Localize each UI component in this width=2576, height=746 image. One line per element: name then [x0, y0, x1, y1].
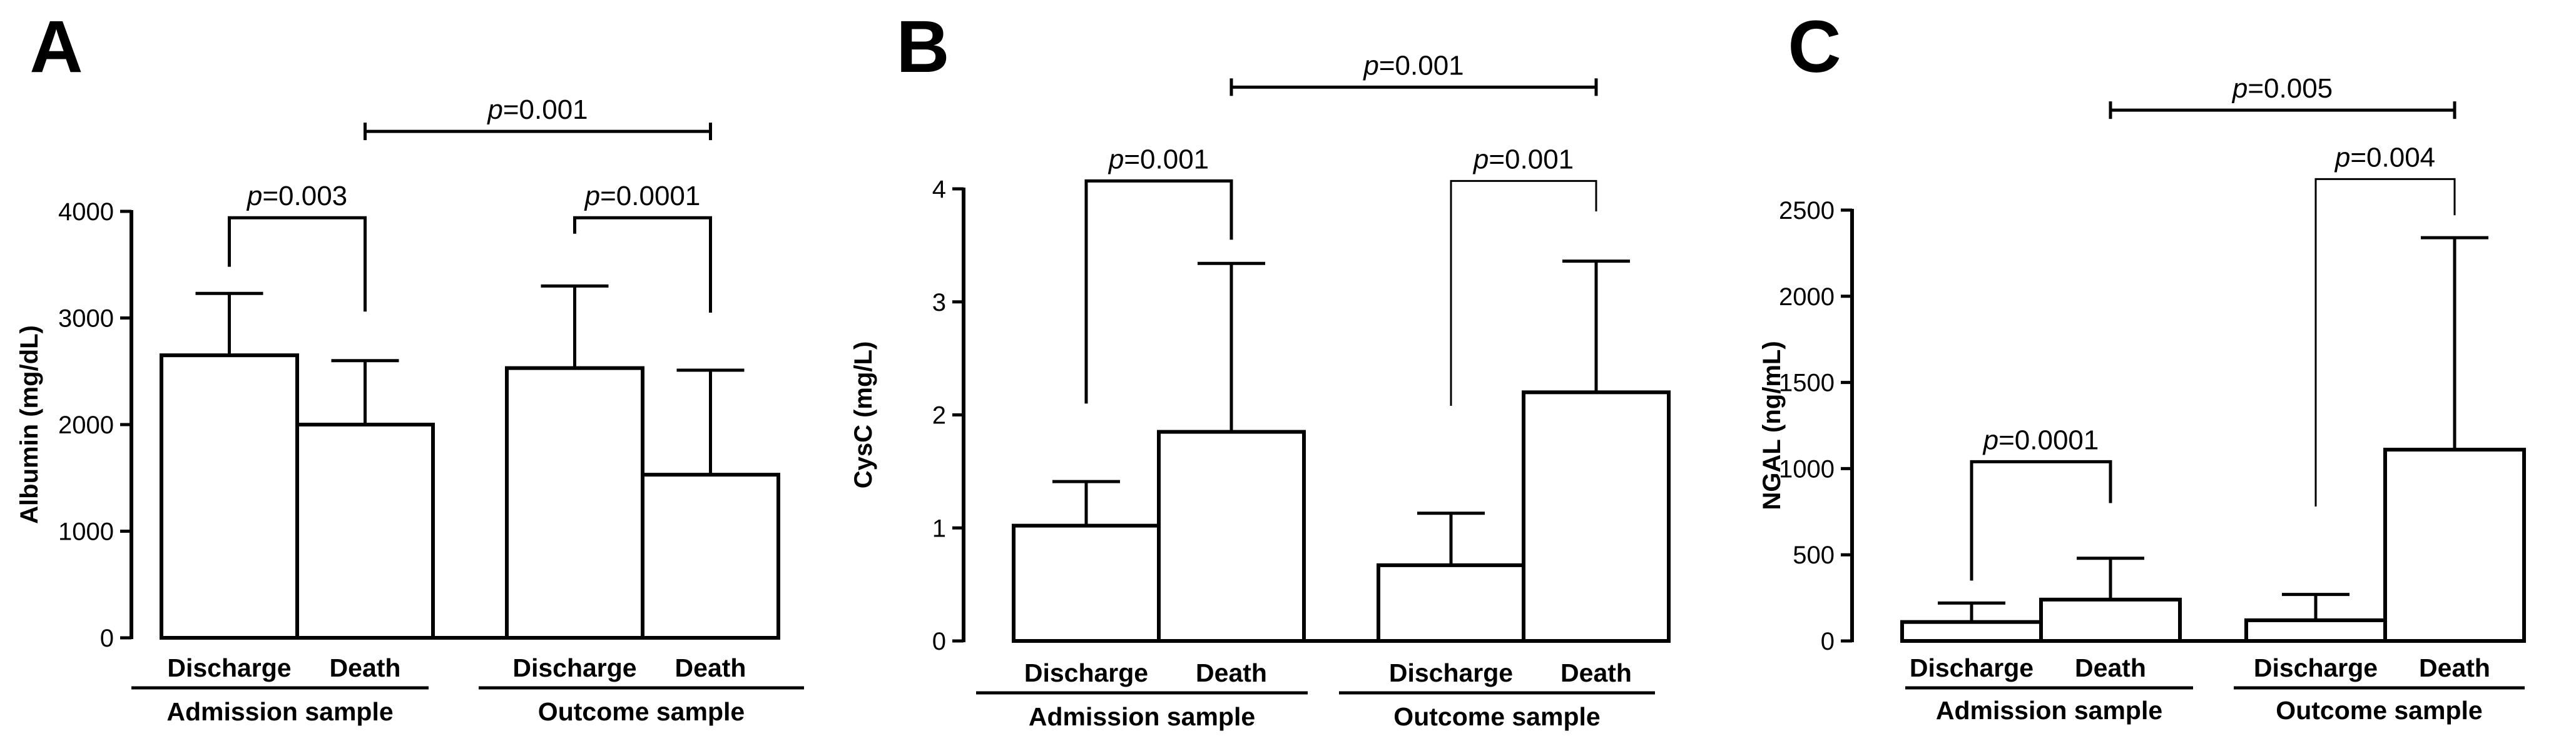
panel-a-category-label: Discharge	[167, 653, 291, 682]
panel-a-bracket-line	[228, 216, 367, 312]
panel-c-group-label: Outcome sample	[2276, 696, 2482, 725]
panel-b-y-tick-label: 1	[932, 515, 946, 542]
panel-c-bracket-line	[2314, 178, 2456, 507]
panel-b-p-symbol: p	[1107, 144, 1124, 174]
panel-b-bar	[1377, 563, 1525, 643]
panel-c-y-tick-label: 1500	[1779, 370, 1835, 397]
panel-c-y-tick-label: 0	[1821, 628, 1835, 655]
panel-a-y-tick-label: 1000	[58, 518, 114, 546]
panel-a-p-value: p=0.0001	[584, 181, 701, 211]
panel-c-bar	[2383, 448, 2526, 643]
panel-b-bracket-line	[1084, 179, 1233, 404]
panel-a-p-number: =0.003	[262, 181, 347, 211]
panel-c-y-tick-label: 1000	[1779, 455, 1835, 483]
panel-a-p-symbol: p	[584, 181, 600, 211]
panel-c-y-tick-label: 2000	[1779, 283, 1835, 311]
panel-b-p-value: p=0.001	[1362, 50, 1464, 81]
panel-b-y-tick-label: 2	[932, 402, 946, 430]
panel-a-p-symbol: p	[246, 181, 262, 211]
panel-c-y-label: NGAL (ng/mL)	[1758, 341, 1786, 510]
panel-b-p-number: =0.001	[1379, 50, 1464, 81]
panel-b-p-value: p=0.001	[1107, 144, 1209, 174]
panel-a-bar	[295, 423, 435, 640]
panel-b-y-tick-label: 3	[932, 289, 946, 316]
panel-b-bracket-line	[1450, 179, 1597, 406]
panel-b-bar	[1012, 523, 1161, 643]
panel-c-p-symbol: p	[2334, 142, 2350, 173]
panel-c-category-label: Discharge	[1910, 653, 2034, 682]
panel-b-category-label: Discharge	[1389, 658, 1513, 687]
panel-c-category-label: Death	[2075, 653, 2146, 682]
panel-a-bar	[505, 366, 644, 640]
panel-b-p-number: =0.001	[1489, 144, 1574, 174]
panel-c-p-value: p=0.0001	[1982, 425, 2099, 455]
panel-c-bar	[2039, 597, 2182, 643]
panel-b-category-label: Discharge	[1024, 658, 1148, 687]
panel-c-bar	[2244, 618, 2387, 643]
panel-a-bar	[160, 353, 299, 640]
panel-b-bar	[1157, 430, 1306, 643]
panel-a-bar	[641, 473, 780, 640]
panel-b: B 0 1 2 3 4 CysC (mg/L) Discharge Death Discharge…	[850, 6, 1671, 731]
panel-c-bracket-line	[1970, 460, 2112, 581]
panel-a-y-tick-label: 2000	[58, 411, 114, 439]
panel-c-p-number: =0.005	[2248, 73, 2333, 104]
panel-a-category-label: Discharge	[512, 653, 636, 682]
panel-a-p-number: =0.0001	[600, 181, 700, 211]
panel-c-bar	[1900, 620, 2043, 643]
panel-b-letter: B	[896, 6, 949, 88]
panel-a-group-label: Admission sample	[166, 697, 393, 726]
panel-c-category-label: Discharge	[2254, 653, 2378, 682]
panel-b-y-label: CysC (mg/L)	[850, 341, 877, 489]
panel-a-letter: A	[29, 6, 83, 88]
panel-c-letter: C	[1788, 6, 1841, 88]
panel-a-y-tick-label: 4000	[58, 198, 114, 226]
panel-a-bracket-line	[573, 216, 712, 313]
panel-c-p-number: =0.004	[2350, 142, 2435, 173]
panel-c-p-value: p=0.005	[2231, 73, 2333, 104]
panel-c-group-label: Admission sample	[1936, 696, 2162, 725]
panel-c-p-symbol: p	[2231, 73, 2248, 104]
panel-b-group-label: Outcome sample	[1393, 702, 1600, 731]
panel-a-y-label: Albumin (mg/dL)	[16, 325, 43, 524]
panel-a-p-value: p=0.001	[486, 94, 588, 125]
panel-b-y-tick-label: 0	[932, 628, 946, 655]
panel-a: A 0 1000 2000 3000 4000 Albumin (mg/dL) Dischar…	[16, 6, 804, 726]
panel-a-p-value: p=0.003	[246, 181, 347, 211]
panel-b-y-tick-label: 4	[932, 176, 946, 203]
panel-b-p-value: p=0.001	[1472, 144, 1574, 174]
panel-c-y-tick-label: 2500	[1779, 197, 1835, 224]
panel-a-y-tick-label: 3000	[58, 305, 114, 333]
panel-c-y-tick-label: 500	[1793, 542, 1835, 569]
panel-a-p-number: =0.001	[503, 94, 588, 125]
panel-a-p-symbol: p	[486, 94, 502, 125]
panel-b-p-symbol: p	[1362, 50, 1378, 81]
panel-b-category-label: Death	[1560, 658, 1632, 687]
panel-c-p-number: =0.0001	[1998, 425, 2099, 455]
panel-b-bar	[1522, 390, 1671, 643]
panel-c: C 0 500 1000 1500 2000 2500 NGAL (ng/mL) Dischar…	[1758, 6, 2526, 725]
panel-b-category-label: Death	[1196, 658, 1267, 687]
panel-a-group-label: Outcome sample	[538, 697, 745, 726]
panel-c-p-symbol: p	[1982, 425, 1998, 455]
panel-b-group-label: Admission sample	[1029, 702, 1255, 731]
panel-c-p-value: p=0.004	[2334, 142, 2435, 173]
panel-a-category-label: Death	[330, 653, 401, 682]
panel-b-p-symbol: p	[1472, 144, 1489, 174]
panel-c-category-label: Death	[2419, 653, 2490, 682]
panel-a-category-label: Death	[675, 653, 746, 682]
panel-b-p-number: =0.001	[1124, 144, 1209, 174]
panel-a-y-tick-label: 0	[100, 625, 114, 652]
